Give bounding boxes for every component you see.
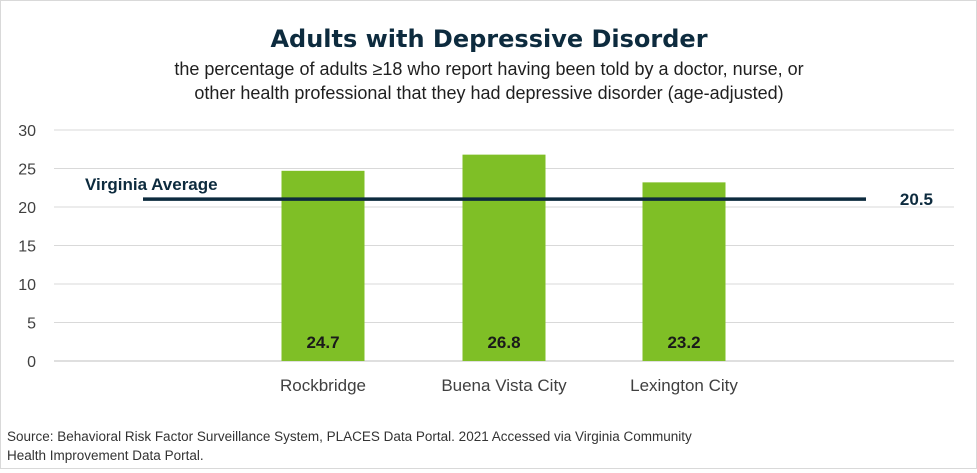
bar-data-label: 26.8 bbox=[487, 333, 520, 352]
chart-title: Adults with Depressive Disorder bbox=[270, 25, 707, 53]
source-line-2: Health Improvement Data Portal. bbox=[7, 448, 204, 463]
chart-subtitle-line-2: other health professional that they had … bbox=[194, 83, 783, 103]
x-tick-label: Buena Vista City bbox=[441, 376, 567, 395]
bar bbox=[462, 154, 546, 361]
chart-subtitle-line-1: the percentage of adults ≥18 who report … bbox=[174, 59, 803, 79]
x-axis-ticks: Rockbridge Buena Vista City Lexington City bbox=[280, 376, 738, 395]
bar-data-label: 23.2 bbox=[667, 333, 700, 352]
y-tick-label: 15 bbox=[18, 239, 36, 256]
y-tick-label: 30 bbox=[18, 123, 36, 140]
y-tick-label: 25 bbox=[18, 162, 36, 179]
y-tick-label: 0 bbox=[27, 354, 36, 371]
bar bbox=[281, 170, 365, 361]
x-tick-label: Rockbridge bbox=[280, 376, 366, 395]
x-tick-label: Lexington City bbox=[630, 376, 738, 395]
y-tick-label: 5 bbox=[27, 316, 36, 333]
bars bbox=[281, 154, 726, 361]
y-tick-label: 10 bbox=[18, 277, 36, 294]
bar-data-label: 24.7 bbox=[306, 333, 339, 352]
reference-line-group: Virginia Average 20.5 bbox=[85, 175, 933, 209]
virginia-average-value: 20.5 bbox=[900, 190, 933, 209]
bar bbox=[642, 182, 726, 361]
virginia-average-label: Virginia Average bbox=[85, 175, 218, 194]
data-labels: 24.7 26.8 23.2 bbox=[306, 333, 700, 352]
y-tick-label: 20 bbox=[18, 200, 36, 217]
source-line-1: Source: Behavioral Risk Factor Surveilla… bbox=[7, 429, 692, 444]
y-axis-ticks: 0 5 10 15 20 25 30 bbox=[18, 123, 36, 371]
